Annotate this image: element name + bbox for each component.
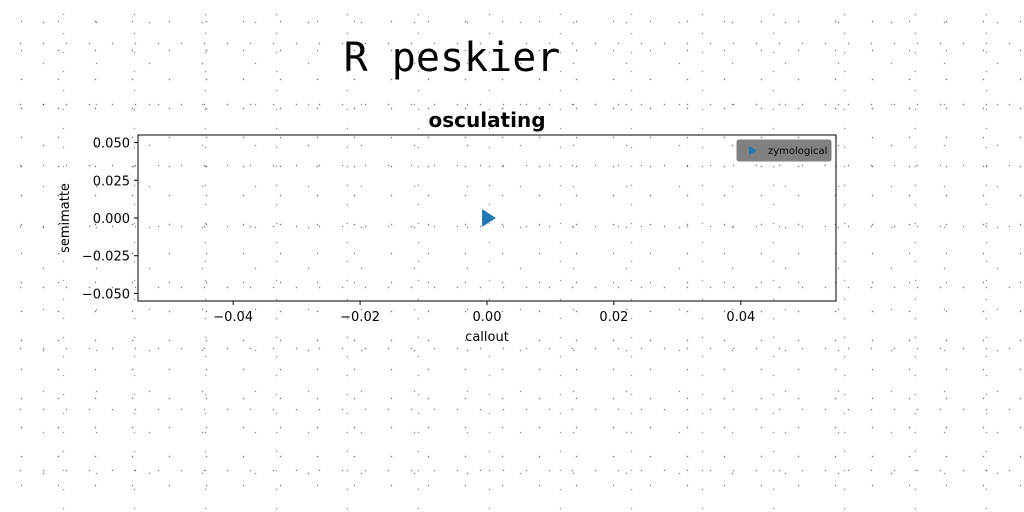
y-tick-label: 0.025 <box>93 174 130 189</box>
figure-suptitle: R peskier <box>343 35 561 81</box>
y-tick-label: 0.000 <box>93 212 130 227</box>
data-point-marker <box>482 209 496 227</box>
y-tick-label: 0.050 <box>93 137 130 152</box>
legend-label: zymological <box>768 146 827 157</box>
x-tick-label: 0.00 <box>473 310 502 325</box>
chart-title: osculating <box>428 108 545 132</box>
x-tick-label: 0.04 <box>726 310 755 325</box>
y-tick-label: −0.025 <box>82 250 130 265</box>
legend-box <box>736 139 832 162</box>
x-tick-label: −0.04 <box>213 310 253 325</box>
y-axis-label: semimatte <box>58 183 73 253</box>
legend-marker <box>749 146 757 155</box>
x-axis-label: callout <box>465 330 509 345</box>
y-tick-label: −0.050 <box>82 287 130 302</box>
x-tick-label: −0.02 <box>340 310 380 325</box>
x-tick-label: 0.02 <box>599 310 628 325</box>
